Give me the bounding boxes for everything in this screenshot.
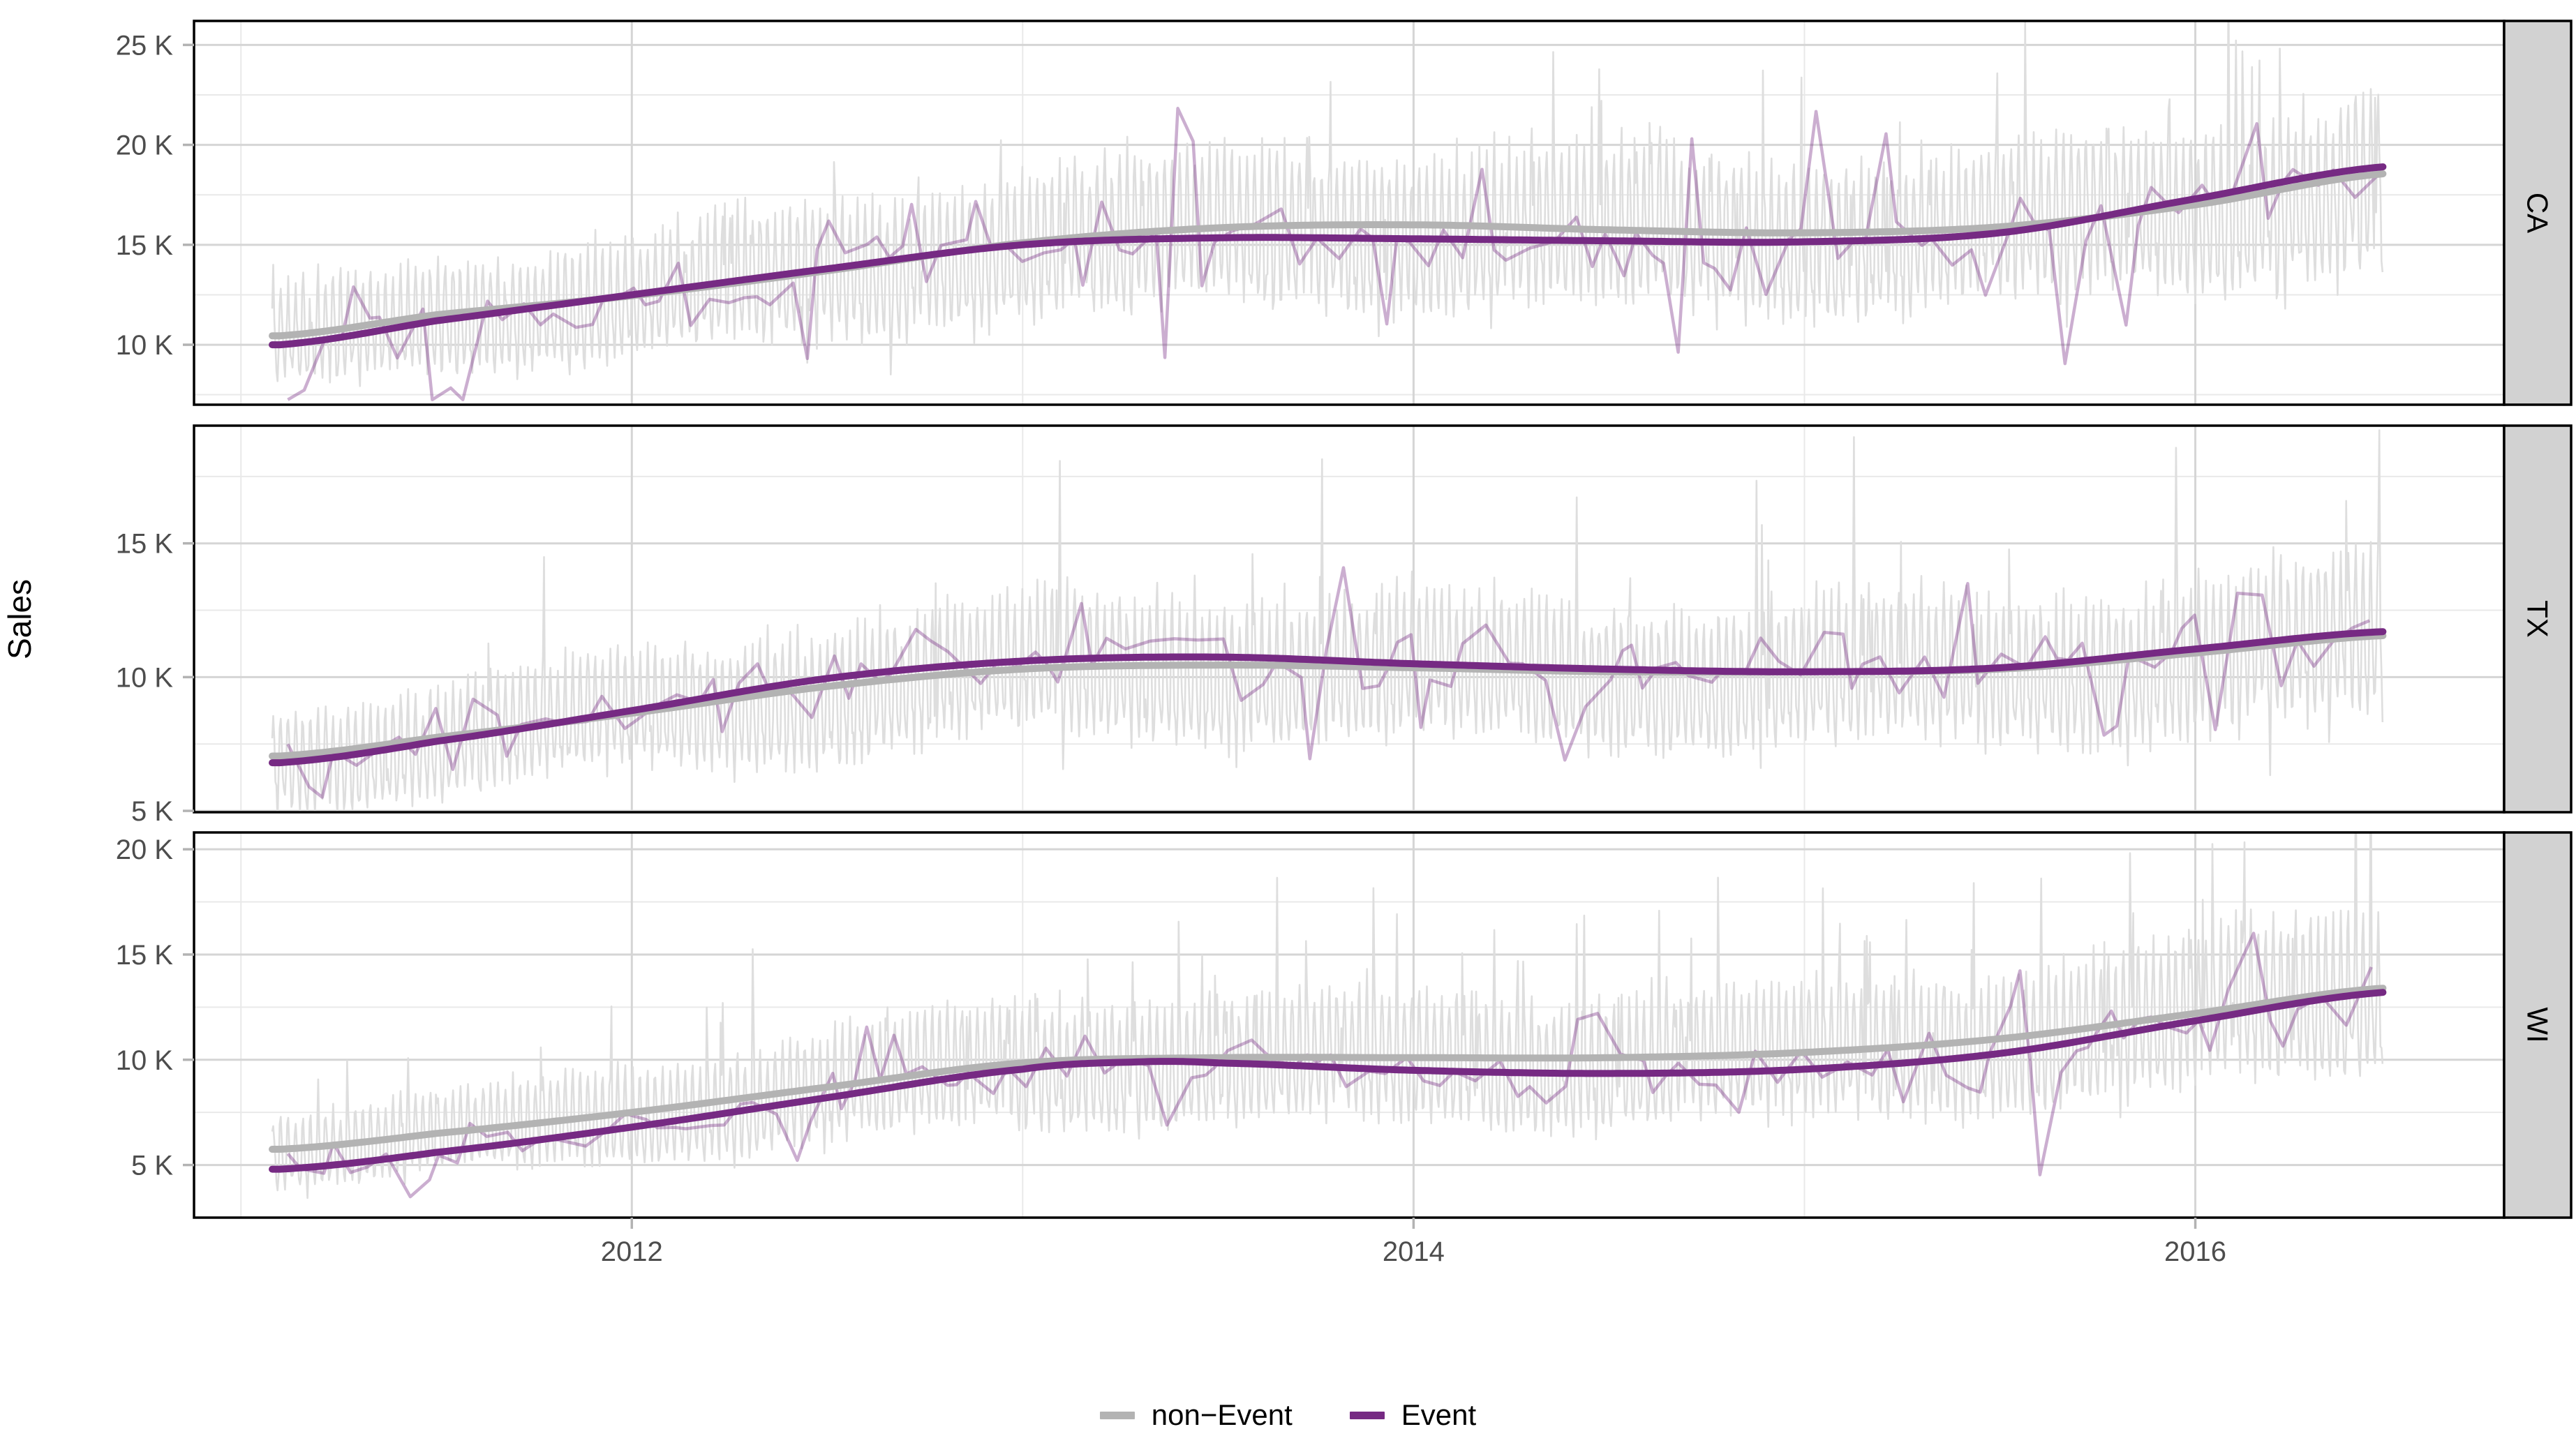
facet-strip-label-TX: TX bbox=[2521, 600, 2554, 638]
x-tick-label: 2012 bbox=[601, 1236, 663, 1267]
y-tick-label: 5 K bbox=[131, 1151, 173, 1181]
non-event-color-swatch bbox=[1099, 1411, 1135, 1419]
facet-panel-WI: 5 K 10 K 15 K 20 K WI bbox=[116, 831, 2573, 1219]
y-tick-label: 10 K bbox=[116, 330, 174, 361]
chart-legend: non−Event Event bbox=[0, 1387, 2576, 1443]
facet-panel-TX: 5 K 10 K 15 K TX bbox=[116, 424, 2573, 827]
y-tick-label: 20 K bbox=[116, 130, 174, 161]
facet-panel-CA: 10 K 15 K 20 K 25 K CA bbox=[116, 20, 2573, 406]
y-tick-label: 15 K bbox=[116, 529, 174, 560]
y-tick-label: 10 K bbox=[116, 662, 174, 693]
facet-strip-label-CA: CA bbox=[2521, 193, 2554, 233]
legend-item-non-event: non−Event bbox=[1099, 1398, 1293, 1431]
y-tick-label: 15 K bbox=[116, 230, 174, 261]
y-tick-label: 25 K bbox=[116, 30, 174, 61]
facet-strip-label-WI: WI bbox=[2521, 1007, 2554, 1042]
y-tick-label: 10 K bbox=[116, 1045, 174, 1076]
y-tick-label: 20 K bbox=[116, 835, 174, 865]
event-legend-label: Event bbox=[1401, 1398, 1477, 1431]
x-tick-label: 2014 bbox=[1383, 1236, 1445, 1267]
event-color-swatch bbox=[1349, 1411, 1385, 1419]
x-tick-label: 2016 bbox=[2164, 1236, 2226, 1267]
y-tick-label: 15 K bbox=[116, 940, 174, 971]
y-tick-label: 5 K bbox=[131, 796, 173, 827]
non-event-legend-label: non−Event bbox=[1151, 1398, 1293, 1431]
y-axis-title: Sales bbox=[1, 579, 38, 659]
legend-item-event: Event bbox=[1349, 1398, 1477, 1431]
